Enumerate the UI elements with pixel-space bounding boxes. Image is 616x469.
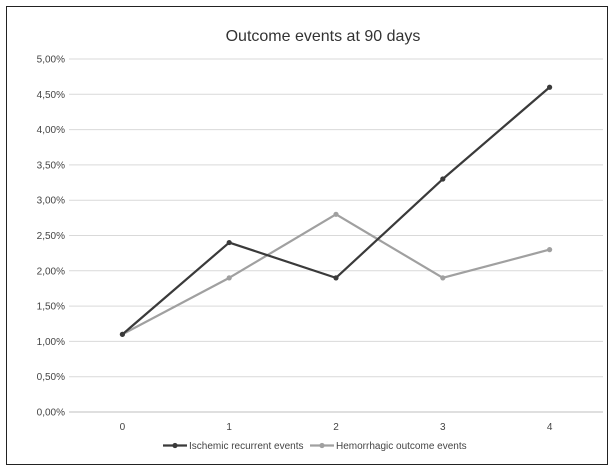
y-tick-label: 1,00%	[37, 337, 65, 348]
y-tick-label: 1,50%	[37, 302, 65, 313]
y-tick-label: 4,00%	[37, 125, 65, 136]
y-axis-ticks: 0,00% 0,50% 1,00% 1,50% 2,00% 2,50% 3,00% 3,50%…	[37, 55, 65, 419]
data-point	[333, 211, 339, 217]
y-tick-label: 5,00%	[37, 55, 65, 66]
line-chart: Outcome events at 90 days 0,00% 0,50% 1,00…	[37, 28, 603, 452]
legend: Ischemic recurrent events Hemorrhagic out…	[163, 441, 467, 452]
chart-title: Outcome events at 90 days	[226, 28, 421, 45]
chart-frame: Outcome events at 90 days 0,00% 0,50% 1,00…	[6, 6, 608, 465]
legend-marker	[172, 442, 178, 449]
x-tick-label: 1	[226, 422, 232, 433]
series-lines	[119, 84, 553, 337]
x-axis-ticks: 0 1 2 3 4	[120, 422, 553, 433]
legend-label: Hemorrhagic outcome events	[336, 441, 467, 452]
series-line	[121, 86, 551, 336]
gridlines	[69, 58, 603, 413]
data-point	[226, 239, 232, 246]
data-point	[547, 247, 553, 253]
data-point	[440, 275, 446, 281]
x-tick-label: 4	[547, 422, 553, 433]
y-tick-label: 0,00%	[37, 408, 65, 419]
y-tick-label: 4,50%	[37, 90, 65, 101]
y-tick-label: 0,50%	[37, 372, 65, 383]
legend-label: Ischemic recurrent events	[189, 441, 304, 452]
x-tick-label: 0	[120, 422, 126, 433]
data-point	[119, 331, 125, 337]
y-tick-label: 3,50%	[37, 160, 65, 171]
legend-marker	[319, 442, 325, 449]
series-line	[121, 213, 551, 336]
data-point	[226, 275, 232, 281]
x-tick-label: 3	[440, 422, 446, 433]
x-tick-label: 2	[333, 422, 339, 433]
y-tick-label: 2,00%	[37, 266, 65, 277]
y-tick-label: 2,50%	[37, 231, 65, 242]
data-point	[440, 176, 446, 182]
data-point	[333, 275, 339, 281]
data-point	[547, 84, 553, 90]
y-tick-label: 3,00%	[37, 196, 65, 207]
